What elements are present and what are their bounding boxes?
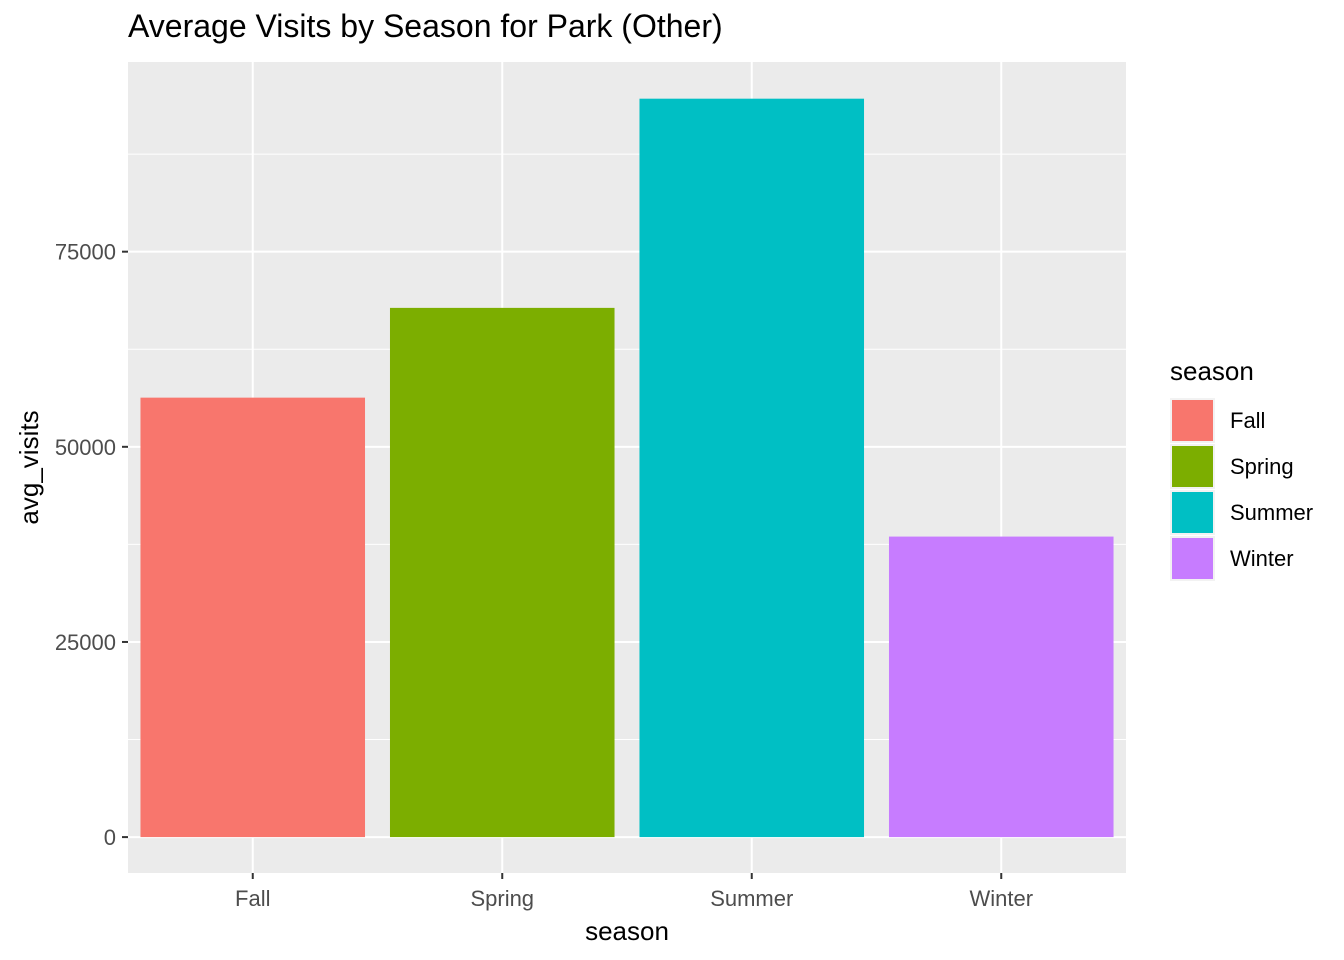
legend-label: Winter (1230, 546, 1294, 571)
legend-swatch-fall (1172, 400, 1213, 441)
x-axis: Fall Spring Summer Winter (235, 873, 1033, 911)
legend: season Fall Spring Summer Winter (1170, 356, 1313, 581)
bar-winter (888, 536, 1114, 838)
y-tick-label: 50000 (55, 435, 116, 460)
legend-label: Fall (1230, 408, 1265, 433)
bar-summer (639, 98, 865, 838)
legend-title: season (1170, 356, 1254, 386)
y-tick-label: 0 (104, 825, 116, 850)
legend-swatch-winter (1172, 538, 1213, 579)
y-tick-label: 25000 (55, 630, 116, 655)
y-axis: 0 25000 50000 75000 (55, 240, 128, 850)
y-axis-title: avg_visits (14, 410, 44, 524)
bar-fall (140, 397, 366, 838)
y-tick-label: 75000 (55, 240, 116, 265)
x-axis-title: season (585, 916, 669, 946)
legend-swatch-spring (1172, 446, 1213, 487)
x-tick-label: Summer (710, 886, 793, 911)
bar-spring (389, 307, 615, 838)
x-tick-label: Spring (470, 886, 534, 911)
x-tick-label: Fall (235, 886, 270, 911)
legend-swatch-summer (1172, 492, 1213, 533)
legend-label: Spring (1230, 454, 1294, 479)
bars (140, 98, 1114, 838)
legend-label: Summer (1230, 500, 1313, 525)
x-tick-label: Winter (969, 886, 1033, 911)
chart-title: Average Visits by Season for Park (Other… (128, 8, 723, 44)
